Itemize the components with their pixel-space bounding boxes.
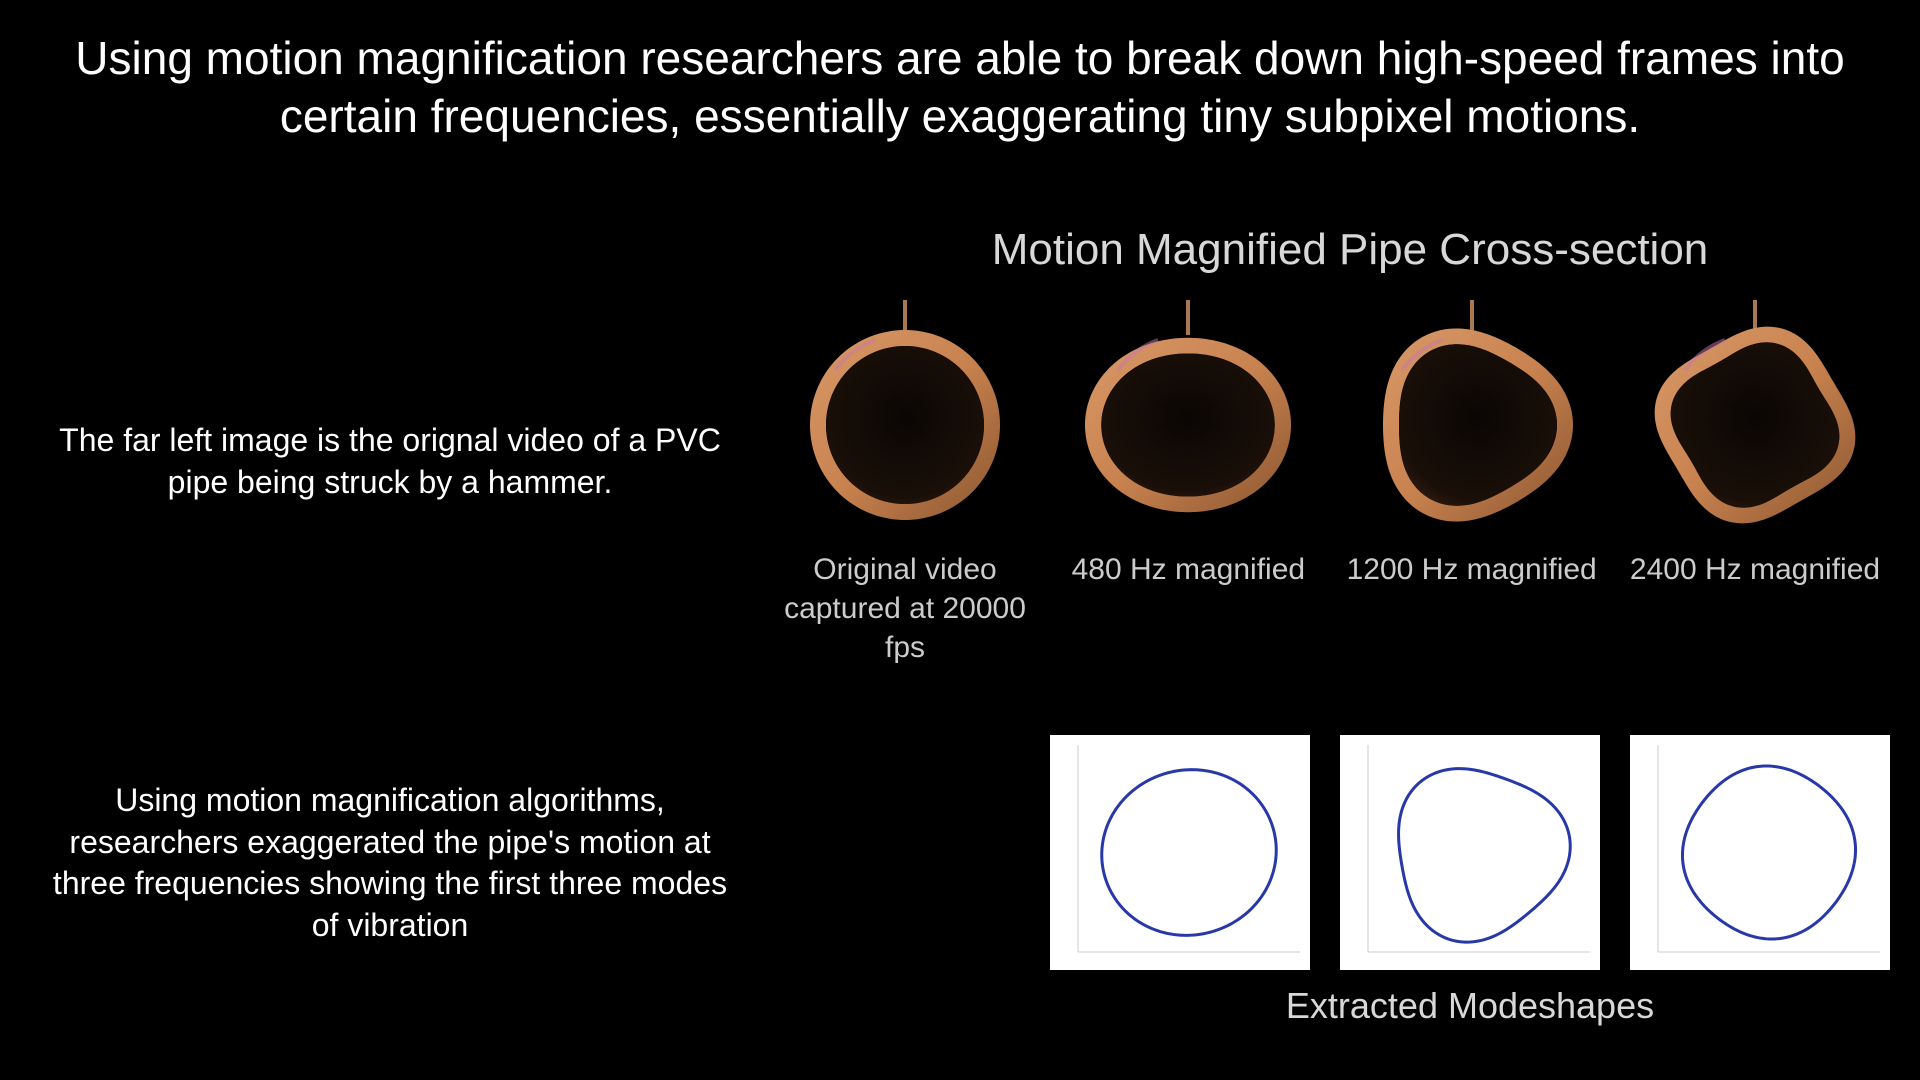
modeshapes-label: Extracted Modeshapes	[1050, 985, 1890, 1027]
pipes-row: Original video captured at 20000 fps 480…	[770, 300, 1890, 667]
pipe-image-3	[1640, 300, 1870, 530]
pipe-image-1	[1073, 300, 1303, 530]
left-paragraph-2: Using motion magnification algorithms, r…	[40, 780, 740, 946]
modeshape-plot-2	[1630, 735, 1890, 970]
pipe-caption-2: 1200 Hz magnified	[1347, 550, 1597, 589]
pipe-item-2: 1200 Hz magnified	[1337, 300, 1607, 667]
modeshape-plot-1	[1340, 735, 1600, 970]
pipe-item-0: Original video captured at 20000 fps	[770, 300, 1040, 667]
modeshape-plot-0	[1050, 735, 1310, 970]
pipe-item-1: 480 Hz magnified	[1053, 300, 1323, 667]
pipe-caption-1: 480 Hz magnified	[1072, 550, 1305, 589]
pipe-caption-3: 2400 Hz magnified	[1630, 550, 1880, 589]
pipe-image-0	[790, 300, 1020, 530]
main-title: Using motion magnification researchers a…	[0, 30, 1920, 145]
left-paragraph-1: The far left image is the orignal video …	[40, 420, 740, 503]
pipe-item-3: 2400 Hz magnified	[1620, 300, 1890, 667]
pipe-image-2	[1357, 300, 1587, 530]
pipe-caption-0: Original video captured at 20000 fps	[770, 550, 1040, 667]
section-title: Motion Magnified Pipe Cross-section	[850, 225, 1850, 275]
modeshapes-row	[1050, 735, 1890, 970]
